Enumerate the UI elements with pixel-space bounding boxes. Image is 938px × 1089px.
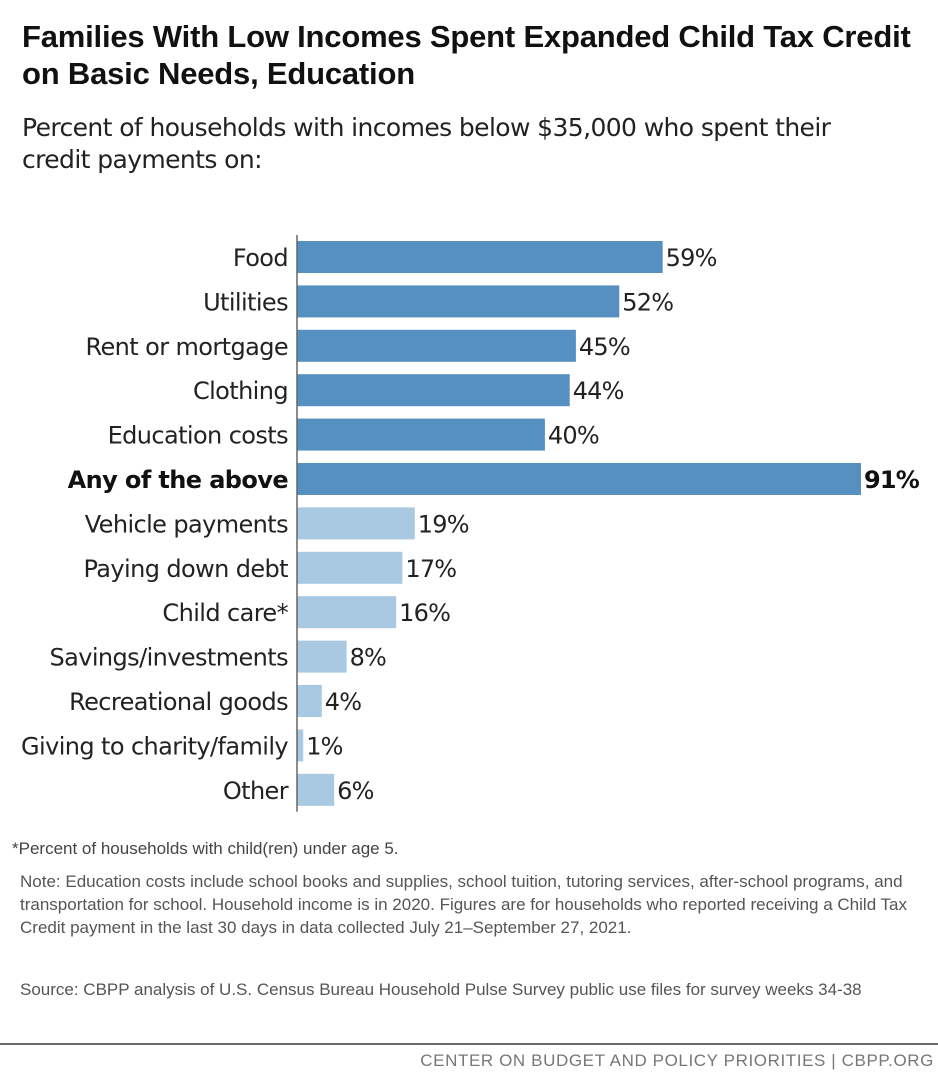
value-label-clothing: 44% xyxy=(573,377,624,405)
value-label-education-costs: 40% xyxy=(548,422,599,450)
category-label-savings-investments: Savings/investments xyxy=(50,644,289,672)
value-label-rent-or-mortgage: 45% xyxy=(579,333,630,361)
category-label-utilities: Utilities xyxy=(203,288,288,316)
bar-clothing xyxy=(297,374,570,407)
bar-recreational-goods xyxy=(297,685,322,717)
category-label-food: Food xyxy=(233,244,288,272)
footnote: *Percent of households with child(ren) u… xyxy=(12,839,399,858)
value-label-other: 6% xyxy=(337,777,373,805)
bar-savings-investments xyxy=(297,640,347,673)
category-label-clothing: Clothing xyxy=(193,377,288,405)
bar-child-care xyxy=(297,596,397,629)
category-label-giving-to-charity-family: Giving to charity/family xyxy=(21,732,288,760)
bar-other xyxy=(297,773,335,806)
bar-rent-or-mortgage xyxy=(297,329,576,362)
bar-giving-to-charity-family xyxy=(297,729,304,762)
value-label-child-care: 16% xyxy=(399,599,450,627)
value-label-giving-to-charity-family: 1% xyxy=(306,732,342,760)
value-label-utilities: 52% xyxy=(622,288,673,316)
category-label-paying-down-debt: Paying down debt xyxy=(84,555,289,583)
footer-credit: CENTER ON BUDGET AND POLICY PRIORITIES |… xyxy=(420,1051,934,1070)
source: Source: CBPP analysis of U.S. Census Bur… xyxy=(20,980,862,999)
bar-paying-down-debt xyxy=(297,551,403,584)
chart-subtitle: Percent of households with incomes below… xyxy=(22,113,831,174)
value-label-vehicle-payments: 19% xyxy=(418,510,469,538)
value-label-savings-investments: 8% xyxy=(350,644,386,672)
value-label-paying-down-debt: 17% xyxy=(405,555,456,583)
bar-utilities xyxy=(297,285,620,318)
bar-education-costs xyxy=(297,418,545,451)
value-label-recreational-goods: 4% xyxy=(325,688,361,716)
bars-group: Food 59% Utilities 52% Rent or mortgage 45% Cl… xyxy=(21,241,921,806)
bar-food xyxy=(297,241,663,273)
category-label-recreational-goods: Recreational goods xyxy=(69,688,288,716)
category-label-rent-or-mortgage: Rent or mortgage xyxy=(86,333,288,361)
value-label-any-of-the-above: 91% xyxy=(864,466,920,494)
category-label-other: Other xyxy=(223,777,289,805)
chart-title: Families With Low Incomes Spent Expanded… xyxy=(22,19,911,91)
bar-chart: Food 59% Utilities 52% Rent or mortgage 45% Cl… xyxy=(21,235,921,812)
bar-vehicle-payments xyxy=(297,507,415,540)
note: Note: Education costs include school boo… xyxy=(20,872,908,937)
footer-divider xyxy=(0,1043,938,1045)
category-label-vehicle-payments: Vehicle payments xyxy=(85,510,288,538)
category-label-education-costs: Education costs xyxy=(108,422,289,450)
category-label-any-of-the-above: Any of the above xyxy=(68,466,289,494)
category-label-child-care: Child care* xyxy=(162,599,288,627)
value-label-food: 59% xyxy=(666,244,717,272)
bar-any-of-the-above xyxy=(297,463,861,495)
